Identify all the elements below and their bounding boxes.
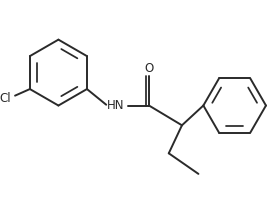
Text: Cl: Cl: [0, 92, 11, 105]
Text: O: O: [144, 62, 154, 75]
Text: HN: HN: [107, 99, 125, 112]
